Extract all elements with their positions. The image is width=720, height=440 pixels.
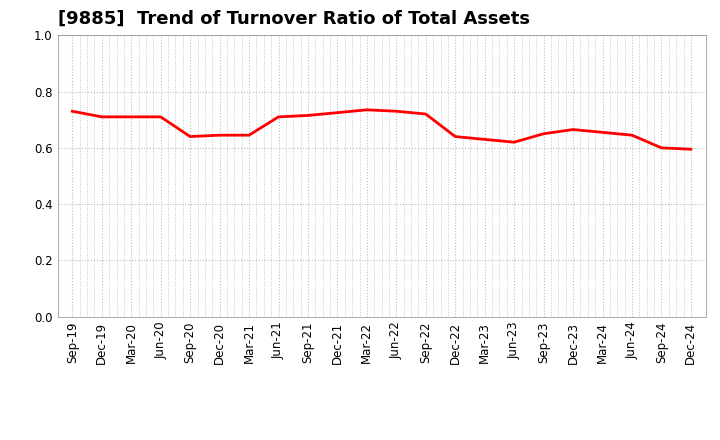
Text: [9885]  Trend of Turnover Ratio of Total Assets: [9885] Trend of Turnover Ratio of Total … [58,10,530,28]
